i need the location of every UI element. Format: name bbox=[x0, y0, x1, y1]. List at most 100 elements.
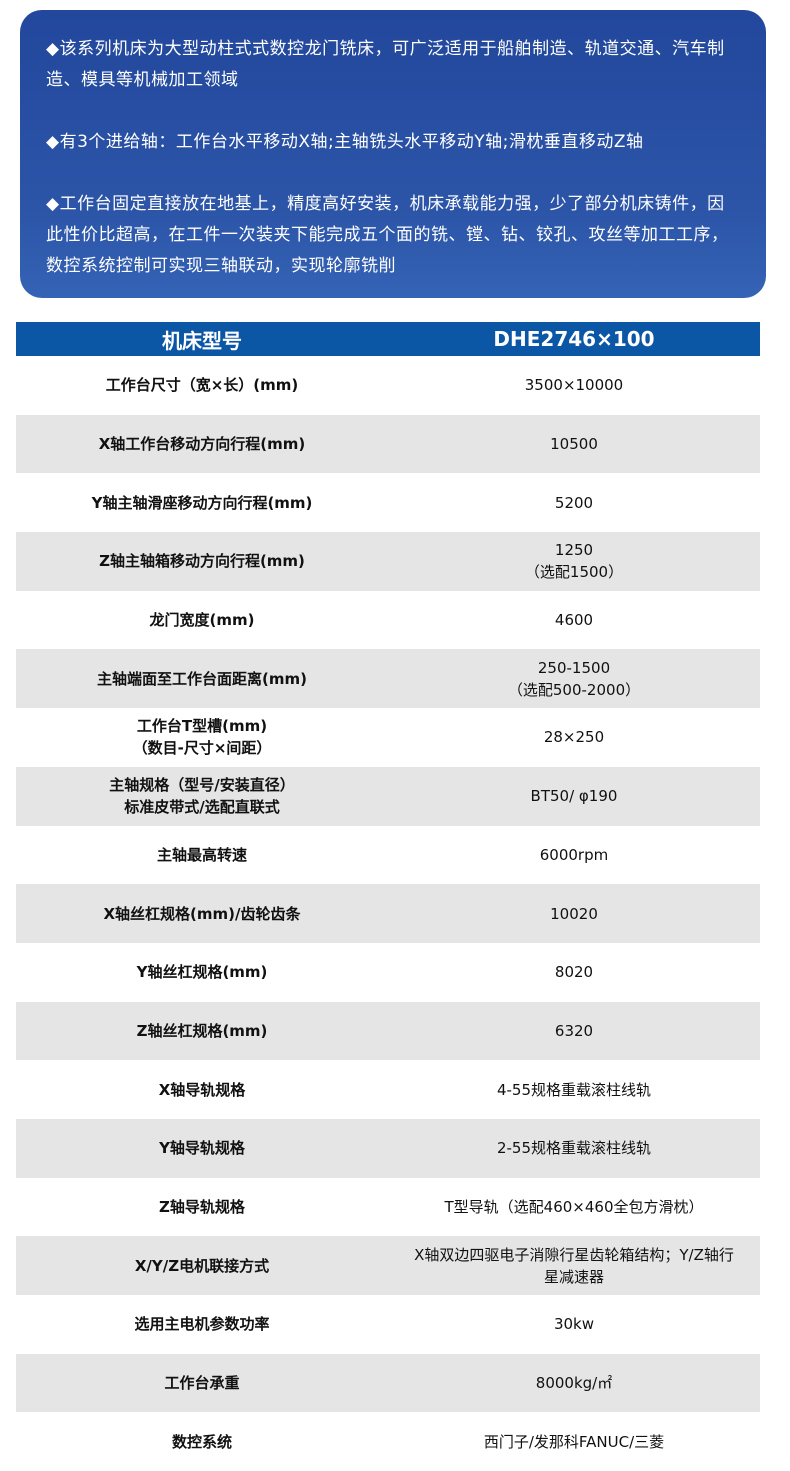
table-row: 数控系统 西门子/发那科FANUC/三菱 bbox=[16, 1412, 760, 1471]
spec-value-line: 西门子/发那科FANUC/三菱 bbox=[483, 1432, 665, 1451]
spec-name-line: Y轴丝杠规格(mm) bbox=[136, 963, 268, 982]
table-row: Z轴主轴箱移动方向行程(mm) 1250 （选配1500） bbox=[16, 532, 760, 591]
spec-name: 主轴端面至工作台面距离(mm) bbox=[16, 649, 388, 709]
table-row: X轴导轨规格 4-55规格重载滚柱线轨 bbox=[16, 1060, 760, 1119]
spec-name: Z轴主轴箱移动方向行程(mm) bbox=[16, 532, 388, 591]
table-row: 工作台承重 8000kg/㎡ bbox=[16, 1353, 760, 1413]
spec-value-line: 3500×10000 bbox=[524, 376, 624, 395]
spec-value-line: X轴双边四驱电子消隙行星齿轮箱结构；Y/Z轴行 bbox=[414, 1245, 734, 1264]
table-row: X轴工作台移动方向行程(mm) 10500 bbox=[16, 414, 760, 474]
spec-value: 28×250 bbox=[388, 708, 760, 767]
spec-name-line: X/Y/Z电机联接方式 bbox=[134, 1256, 270, 1275]
spec-name-line: 工作台承重 bbox=[164, 1374, 240, 1393]
header-model: DHE2746×100 bbox=[388, 322, 760, 356]
spec-value-line: 10500 bbox=[550, 435, 598, 454]
table-row: Y轴丝杠规格(mm) 8020 bbox=[16, 943, 760, 1002]
spec-name-line: X轴丝杠规格(mm)/齿轮齿条 bbox=[103, 904, 301, 923]
spec-name: 龙门宽度(mm) bbox=[16, 591, 388, 650]
spec-value-line: 2-55规格重载滚柱线轨 bbox=[496, 1139, 652, 1158]
spec-table: 机床型号 DHE2746×100 工作台尺寸（宽×长）(mm) 3500×1000… bbox=[16, 322, 760, 1471]
spec-value: 8000kg/㎡ bbox=[388, 1353, 760, 1413]
spec-name: Z轴导轨规格 bbox=[16, 1178, 388, 1237]
table-row: 主轴规格（型号/安装直径） 标准皮带式/选配直联式 BT50/ φ190 bbox=[16, 766, 760, 826]
spec-name-line: X轴工作台移动方向行程(mm) bbox=[98, 435, 306, 454]
spec-value: BT50/ φ190 bbox=[388, 766, 760, 826]
spec-value: 4-55规格重载滚柱线轨 bbox=[388, 1060, 760, 1119]
spec-name-line: 主轴最高转速 bbox=[156, 845, 247, 864]
spec-value-line: （选配1500） bbox=[524, 563, 624, 582]
table-row: 主轴最高转速 6000rpm bbox=[16, 826, 760, 885]
spec-value: 10020 bbox=[388, 884, 760, 943]
spec-value: 250-1500 （选配500-2000） bbox=[388, 649, 760, 709]
spec-name-line: （数目-尺寸×间距） bbox=[132, 739, 272, 758]
spec-name-line: Y轴导轨规格 bbox=[159, 1139, 245, 1158]
spec-value-line: BT50/ φ190 bbox=[530, 787, 618, 806]
spec-value: 6000rpm bbox=[388, 826, 760, 885]
spec-value-line: 250-1500 bbox=[537, 658, 611, 677]
spec-value-line: 28×250 bbox=[543, 728, 605, 747]
spec-name: Y轴主轴滑座移动方向行程(mm) bbox=[16, 473, 388, 532]
intro-banner: ◆该系列机床为大型动柱式式数控龙门铣床，可广泛适用于船舶制造、轨道交通、汽车制造… bbox=[20, 10, 766, 298]
spec-value-line: 6320 bbox=[554, 1021, 594, 1040]
spec-name-line: Z轴丝杠规格(mm) bbox=[136, 1021, 268, 1040]
spec-name-line: 工作台T型槽(mm) bbox=[136, 717, 268, 736]
spec-value: 6320 bbox=[388, 1001, 760, 1061]
spec-value: T型导轨（选配460×460全包方滑枕） bbox=[388, 1178, 760, 1237]
spec-name: 主轴规格（型号/安装直径） 标准皮带式/选配直联式 bbox=[16, 766, 388, 826]
spec-name: Y轴丝杠规格(mm) bbox=[16, 943, 388, 1002]
spec-name: Z轴丝杠规格(mm) bbox=[16, 1001, 388, 1061]
spec-name: 主轴最高转速 bbox=[16, 826, 388, 885]
spec-name-line: 主轴端面至工作台面距离(mm) bbox=[97, 669, 307, 688]
table-row: 龙门宽度(mm) 4600 bbox=[16, 591, 760, 650]
intro-paragraph: ◆该系列机床为大型动柱式式数控龙门铣床，可广泛适用于船舶制造、轨道交通、汽车制造… bbox=[46, 39, 725, 90]
spec-value-line: 8020 bbox=[554, 963, 594, 982]
table-row: Z轴导轨规格 T型导轨（选配460×460全包方滑枕） bbox=[16, 1178, 760, 1237]
table-row: 工作台T型槽(mm) （数目-尺寸×间距） 28×250 bbox=[16, 708, 760, 767]
spec-value: 4600 bbox=[388, 591, 760, 650]
spec-name: 工作台尺寸（宽×长）(mm) bbox=[16, 356, 388, 415]
spec-value: 8020 bbox=[388, 943, 760, 1002]
spec-name: 数控系统 bbox=[16, 1412, 388, 1471]
table-row: Y轴主轴滑座移动方向行程(mm) 5200 bbox=[16, 473, 760, 532]
spec-value-line: 4600 bbox=[554, 611, 594, 630]
spec-name-line: Z轴导轨规格 bbox=[159, 1197, 245, 1216]
spec-name: 选用主电机参数功率 bbox=[16, 1295, 388, 1354]
spec-name-line: Y轴主轴滑座移动方向行程(mm) bbox=[91, 493, 313, 512]
spec-name-line: X轴导轨规格 bbox=[158, 1080, 246, 1099]
header-label: 机床型号 bbox=[16, 322, 388, 356]
table-row: X/Y/Z电机联接方式 X轴双边四驱电子消隙行星齿轮箱结构；Y/Z轴行 星减速器 bbox=[16, 1236, 760, 1295]
spec-name-line: 数控系统 bbox=[171, 1432, 232, 1451]
spec-value: 5200 bbox=[388, 473, 760, 532]
spec-name: X/Y/Z电机联接方式 bbox=[16, 1236, 388, 1295]
spec-name-line: Z轴主轴箱移动方向行程(mm) bbox=[99, 552, 305, 571]
intro-paragraph: ◆有3个进给轴：工作台水平移动X轴;主轴铣头水平移动Y轴;滑枕垂直移动Z轴 bbox=[46, 132, 644, 152]
spec-name-line: 选用主电机参数功率 bbox=[134, 1315, 270, 1334]
spec-name-line: 工作台尺寸（宽×长）(mm) bbox=[105, 376, 299, 395]
table-row: 主轴端面至工作台面距离(mm) 250-1500 （选配500-2000） bbox=[16, 649, 760, 709]
spec-name: X轴导轨规格 bbox=[16, 1060, 388, 1119]
spec-value-line: T型导轨（选配460×460全包方滑枕） bbox=[444, 1197, 704, 1216]
spec-value: X轴双边四驱电子消隙行星齿轮箱结构；Y/Z轴行 星减速器 bbox=[388, 1236, 760, 1295]
spec-header-row: 机床型号 DHE2746×100 bbox=[16, 322, 760, 356]
spec-value: 3500×10000 bbox=[388, 356, 760, 415]
intro-paragraph: ◆工作台固定直接放在地基上，精度高好安装，机床承载能力强，少了部分机床铸件，因此… bbox=[46, 194, 729, 276]
spec-name: Y轴导轨规格 bbox=[16, 1118, 388, 1178]
spec-value-line: 4-55规格重载滚柱线轨 bbox=[496, 1080, 652, 1099]
spec-value-line: 10020 bbox=[550, 904, 598, 923]
spec-value-line: 6000rpm bbox=[539, 845, 609, 864]
spec-value-line: （选配500-2000） bbox=[507, 680, 641, 699]
spec-value: 2-55规格重载滚柱线轨 bbox=[388, 1118, 760, 1178]
spec-value: 30kw bbox=[388, 1295, 760, 1354]
table-row: Z轴丝杠规格(mm) 6320 bbox=[16, 1001, 760, 1061]
spec-name: 工作台T型槽(mm) （数目-尺寸×间距） bbox=[16, 708, 388, 767]
spec-value-line: 8000kg/㎡ bbox=[535, 1374, 613, 1393]
spec-value: 1250 （选配1500） bbox=[388, 532, 760, 591]
table-row: 选用主电机参数功率 30kw bbox=[16, 1295, 760, 1354]
spec-name-line: 龙门宽度(mm) bbox=[149, 611, 255, 630]
spec-value: 10500 bbox=[388, 414, 760, 474]
spec-value-line: 5200 bbox=[554, 493, 594, 512]
table-row: X轴丝杠规格(mm)/齿轮齿条 10020 bbox=[16, 884, 760, 943]
spec-name: X轴工作台移动方向行程(mm) bbox=[16, 414, 388, 474]
spec-name: X轴丝杠规格(mm)/齿轮齿条 bbox=[16, 884, 388, 943]
spec-value-line: 1250 bbox=[554, 541, 594, 560]
